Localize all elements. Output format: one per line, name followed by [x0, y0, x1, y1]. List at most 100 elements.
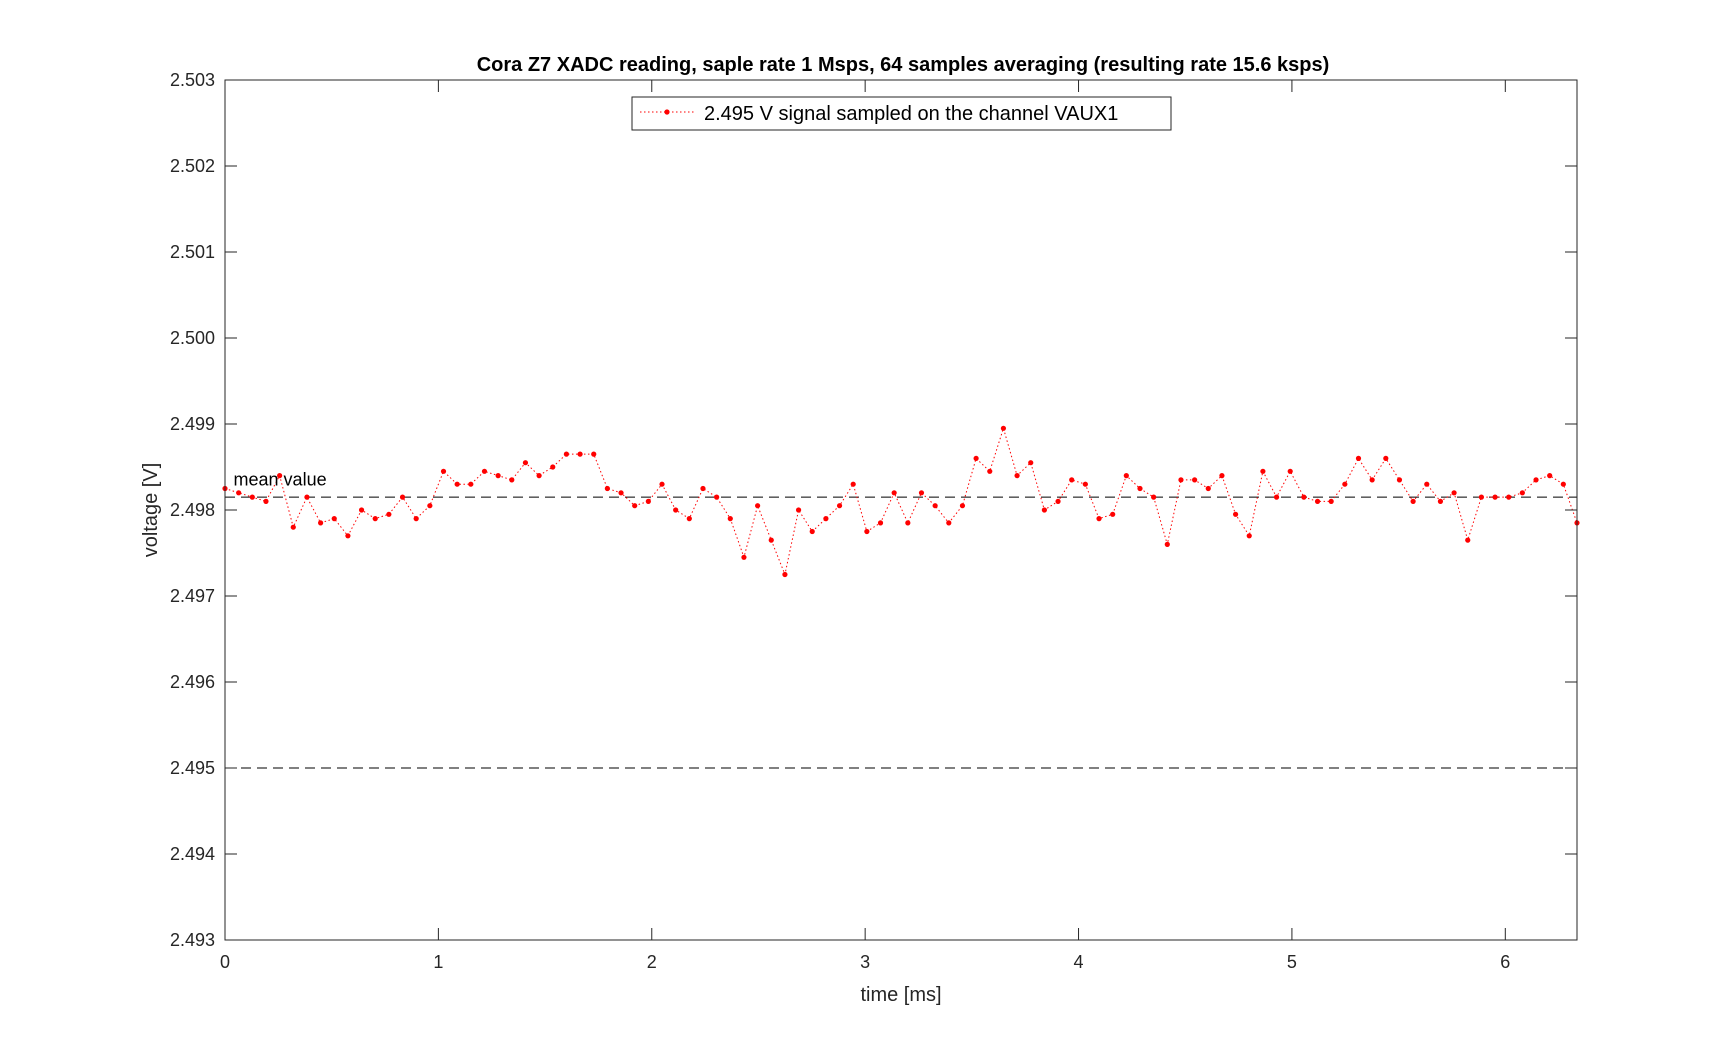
annotations-layer: mean value — [234, 470, 327, 490]
data-point — [1451, 490, 1457, 496]
data-point — [1396, 477, 1403, 483]
data-point — [1151, 494, 1157, 500]
data-point — [522, 460, 529, 466]
data-point — [536, 473, 542, 479]
data-point — [563, 451, 570, 457]
data-point — [345, 533, 351, 539]
x-tick-label: 6 — [1500, 952, 1510, 972]
legend-entry-label: 2.495 V signal sampled on the channel VA… — [704, 103, 1118, 125]
data-point — [1205, 485, 1211, 492]
data-point — [1355, 455, 1362, 461]
data-point — [864, 528, 870, 535]
data-point — [236, 490, 242, 496]
data-point — [1246, 533, 1252, 539]
y-axis-ticks: 2.493 2.494 2.495 2.496 2.497 2.498 2.499 2.500… — [170, 70, 1577, 950]
data-point — [1465, 537, 1471, 543]
data-point — [1506, 494, 1512, 500]
data-point — [372, 516, 378, 522]
data-point — [604, 485, 610, 492]
data-point — [850, 481, 856, 487]
data-point — [782, 571, 788, 578]
data-point — [1164, 541, 1170, 548]
data-point — [673, 507, 679, 513]
data-point — [741, 554, 747, 560]
data-point — [290, 524, 296, 530]
data-point — [1383, 455, 1389, 461]
data-point — [1478, 494, 1484, 500]
x-tick-label: 2 — [647, 952, 657, 972]
data-point — [413, 516, 419, 522]
data-point — [1301, 494, 1307, 500]
data-point — [1000, 425, 1007, 431]
series-layer — [222, 425, 1580, 578]
axes-background — [225, 80, 1577, 940]
data-point — [249, 494, 255, 500]
data-point — [1232, 511, 1239, 517]
data-point — [1410, 498, 1416, 504]
y-tick-label: 2.497 — [170, 586, 215, 606]
data-point — [1014, 473, 1020, 479]
data-point — [809, 528, 815, 535]
data-point — [1560, 481, 1566, 487]
data-point — [1519, 490, 1525, 496]
y-tick-label: 2.496 — [170, 672, 215, 692]
data-point — [1110, 511, 1116, 517]
data-point — [714, 494, 720, 500]
data-point — [618, 490, 624, 496]
x-axis-label: time [ms] — [860, 984, 941, 1006]
data-point — [1273, 494, 1280, 500]
data-point — [959, 503, 966, 509]
x-tick-label: 1 — [433, 952, 443, 972]
data-point — [973, 455, 979, 461]
y-tick-label: 2.500 — [170, 328, 215, 348]
legend: 2.495 V signal sampled on the channel VA… — [631, 96, 1172, 131]
y-tick-label: 2.494 — [170, 844, 215, 864]
data-point — [495, 473, 501, 479]
data-point — [1082, 481, 1088, 487]
y-tick-label: 2.495 — [170, 758, 215, 778]
data-point — [399, 494, 406, 500]
data-point — [727, 516, 733, 522]
data-point — [877, 520, 884, 526]
data-point — [659, 481, 665, 487]
data-point — [1328, 498, 1334, 504]
data-point — [386, 511, 392, 517]
data-point — [1055, 498, 1061, 504]
data-point — [1314, 498, 1321, 504]
data-point — [1137, 485, 1143, 492]
data-point — [1219, 473, 1225, 479]
data-point — [440, 468, 447, 474]
x-tick-label: 3 — [860, 952, 870, 972]
data-point — [1369, 477, 1375, 483]
x-tick-label: 4 — [1074, 952, 1084, 972]
data-point — [755, 503, 761, 509]
data-point — [1547, 473, 1553, 479]
data-point — [946, 520, 952, 526]
data-point — [263, 498, 269, 504]
data-point — [454, 481, 460, 487]
data-point — [358, 507, 365, 513]
data-point — [1069, 477, 1075, 483]
data-point — [700, 485, 706, 492]
data-point — [1123, 473, 1129, 479]
data-point — [1424, 481, 1430, 487]
x-tick-label: 0 — [220, 952, 230, 972]
data-point — [1342, 481, 1348, 487]
data-point — [795, 507, 802, 513]
data-point — [318, 520, 324, 526]
y-tick-label: 2.501 — [170, 242, 215, 262]
data-point — [427, 503, 433, 509]
data-point — [1533, 477, 1539, 483]
data-point — [905, 520, 911, 526]
y-tick-label: 2.502 — [170, 156, 215, 176]
data-point — [1178, 477, 1184, 483]
data-point — [481, 468, 488, 474]
data-point — [591, 451, 597, 457]
legend-box — [631, 96, 1172, 131]
series-line — [224, 426, 1578, 577]
data-point — [1260, 468, 1266, 474]
x-axis-ticks: 0 1 2 3 4 5 6 — [220, 80, 1510, 972]
data-point — [1028, 460, 1034, 466]
